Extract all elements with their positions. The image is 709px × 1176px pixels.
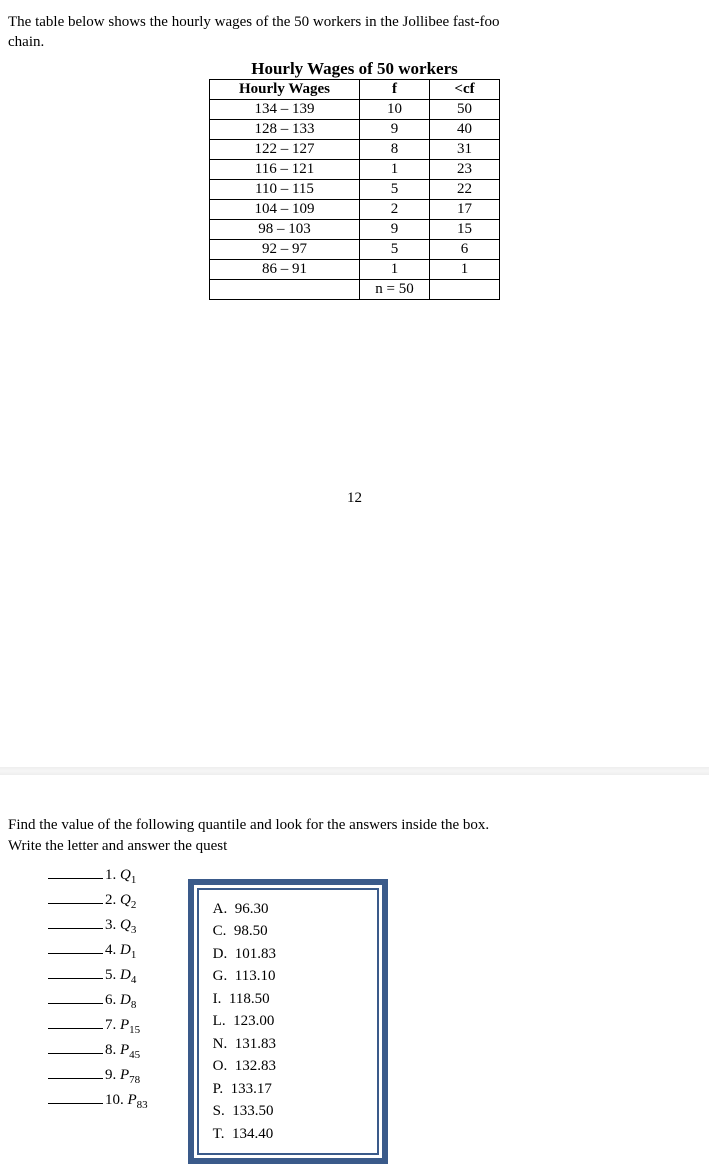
answer-blank[interactable] [48, 865, 103, 879]
answer-option: G. 113.10 [213, 965, 363, 988]
quantile-list: 1. Q1 2. Q2 3. Q3 4. D1 5. D4 6. D8 7. P15 8. P… [8, 861, 148, 1115]
answer-blank[interactable] [48, 965, 103, 979]
table-cell: 116 – 121 [210, 159, 360, 179]
table-cell: 40 [430, 119, 500, 139]
answer-blank[interactable] [48, 990, 103, 1004]
table-row: 86 – 9111 [210, 259, 500, 279]
table-cell: 9 [360, 219, 430, 239]
quantile-item: 5. D4 [48, 965, 148, 986]
table-row: 92 – 9756 [210, 239, 500, 259]
table-cell: 1 [360, 259, 430, 279]
answer-option: C. 98.50 [213, 920, 363, 943]
answer-option: I. 118.50 [213, 988, 363, 1011]
quantile-item: 2. Q2 [48, 890, 148, 911]
table-cell: 1 [360, 159, 430, 179]
table-cell: 104 – 109 [210, 199, 360, 219]
table-row: 116 – 121123 [210, 159, 500, 179]
quantile-label: 10. P83 [105, 1092, 148, 1111]
table-cell: 86 – 91 [210, 259, 360, 279]
answer-blank[interactable] [48, 915, 103, 929]
quantile-label: 5. D4 [105, 967, 136, 986]
answer-blank[interactable] [48, 940, 103, 954]
intro-text: The table below shows the hourly wages o… [8, 12, 701, 53]
answer-option: A. 96.30 [213, 898, 363, 921]
table-row: 98 – 103915 [210, 219, 500, 239]
table-cell: 6 [430, 239, 500, 259]
table-row: 128 – 133940 [210, 119, 500, 139]
table-cell: 9 [360, 119, 430, 139]
table-cell: 23 [430, 159, 500, 179]
table-cell: 110 – 115 [210, 179, 360, 199]
question-intro-2: Write the letter and answer the quest [8, 838, 227, 854]
quantile-item: 7. P15 [48, 1015, 148, 1036]
table-cell: 122 – 127 [210, 139, 360, 159]
table-cell: 15 [430, 219, 500, 239]
question-intro: Find the value of the following quantile… [8, 815, 701, 857]
question-intro-1: Find the value of the following quantile… [8, 817, 489, 833]
intro-line1: The table below shows the hourly wages o… [8, 14, 500, 30]
table-cell: 8 [360, 139, 430, 159]
table-row: 104 – 109217 [210, 199, 500, 219]
table-cell: 128 – 133 [210, 119, 360, 139]
table-row: 134 – 1391050 [210, 99, 500, 119]
quantile-label: 9. P78 [105, 1067, 140, 1086]
quantile-item: 10. P83 [48, 1090, 148, 1111]
answer-blank[interactable] [48, 1015, 103, 1029]
col-header-f: f [360, 79, 430, 99]
footer-n: n = 50 [360, 279, 430, 299]
answer-box: A. 96.30C. 98.50D. 101.83G. 113.10I. 118… [188, 879, 388, 1165]
quantile-label: 4. D1 [105, 942, 136, 961]
quantile-item: 3. Q3 [48, 915, 148, 936]
col-header-cf: <cf [430, 79, 500, 99]
table-cell: 17 [430, 199, 500, 219]
answer-option: N. 131.83 [213, 1033, 363, 1056]
page-divider [0, 767, 709, 775]
answer-option: S. 133.50 [213, 1100, 363, 1123]
col-header-wages: Hourly Wages [210, 79, 360, 99]
answer-option: P. 133.17 [213, 1078, 363, 1101]
quantile-item: 9. P78 [48, 1065, 148, 1086]
quantile-item: 1. Q1 [48, 865, 148, 886]
quantile-label: 3. Q3 [105, 917, 136, 936]
answer-blank[interactable] [48, 890, 103, 904]
footer-blank [210, 279, 360, 299]
table-cell: 5 [360, 179, 430, 199]
table-cell: 5 [360, 239, 430, 259]
table-cell: 92 – 97 [210, 239, 360, 259]
quantile-item: 8. P45 [48, 1040, 148, 1061]
answer-option: D. 101.83 [213, 943, 363, 966]
quantile-label: 8. P45 [105, 1042, 140, 1061]
answer-option: T. 134.40 [213, 1123, 363, 1146]
quantile-label: 7. P15 [105, 1017, 140, 1036]
wage-table: Hourly Wages f <cf 134 – 1391050128 – 13… [209, 79, 500, 300]
intro-line2: chain. [8, 34, 44, 50]
table-cell: 134 – 139 [210, 99, 360, 119]
table-title: Hourly Wages of 50 workers [8, 59, 701, 79]
footer-blank2 [430, 279, 500, 299]
table-cell: 98 – 103 [210, 219, 360, 239]
answer-blank[interactable] [48, 1040, 103, 1054]
answer-option: O. 132.83 [213, 1055, 363, 1078]
table-cell: 22 [430, 179, 500, 199]
table-cell: 50 [430, 99, 500, 119]
table-row: 110 – 115522 [210, 179, 500, 199]
quantile-item: 6. D8 [48, 990, 148, 1011]
quantile-label: 2. Q2 [105, 892, 136, 911]
table-cell: 1 [430, 259, 500, 279]
quantile-label: 6. D8 [105, 992, 136, 1011]
quantile-label: 1. Q1 [105, 867, 136, 886]
page-number: 12 [8, 490, 701, 507]
table-cell: 31 [430, 139, 500, 159]
table-row: 122 – 127831 [210, 139, 500, 159]
answer-option: L. 123.00 [213, 1010, 363, 1033]
table-cell: 2 [360, 199, 430, 219]
table-cell: 10 [360, 99, 430, 119]
answer-blank[interactable] [48, 1065, 103, 1079]
quantile-item: 4. D1 [48, 940, 148, 961]
answer-blank[interactable] [48, 1090, 103, 1104]
